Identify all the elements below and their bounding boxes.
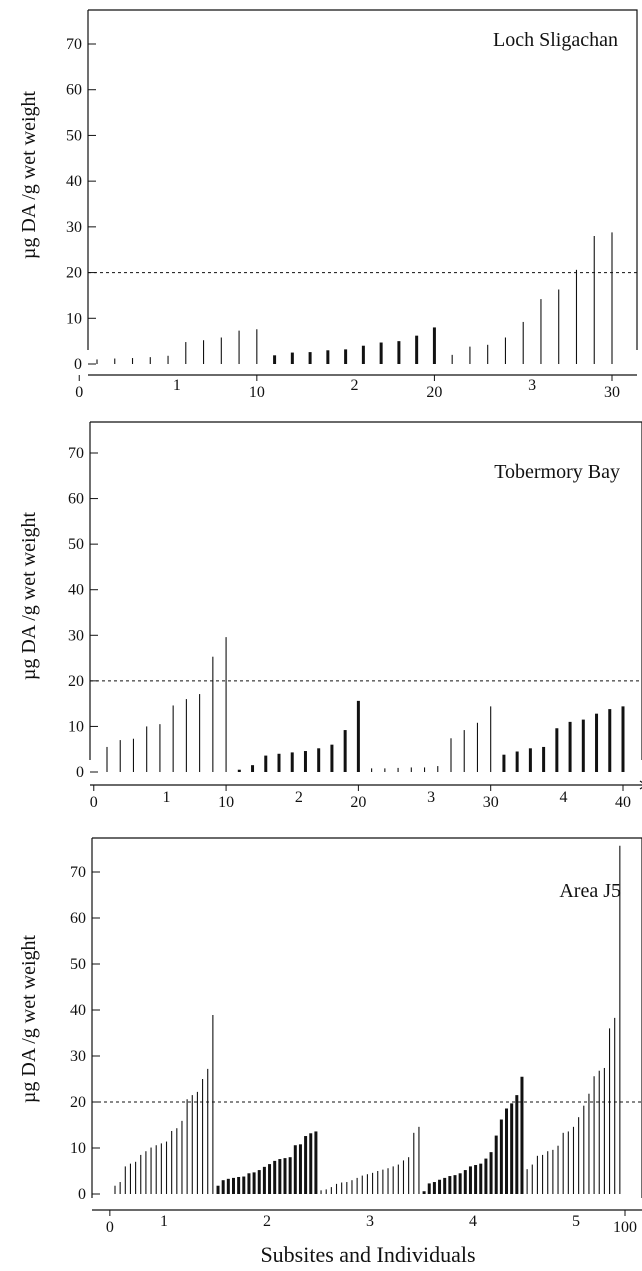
panel-area-j5: µg DA /g wet weight Area J5 010203040506… — [18, 837, 642, 1236]
y-axis: 0 10 20 30 40 50 60 70 0 100 1 2 3 4 5 — [70, 837, 642, 1236]
x-tick-label: 30 — [604, 384, 620, 401]
y-tick-label: 30 — [68, 627, 84, 644]
subsite-label: 1 — [163, 789, 171, 806]
subsite-label: 1 — [160, 1213, 168, 1230]
y-tick-label: 50 — [70, 956, 86, 973]
x-tick-label: 10 — [249, 384, 265, 401]
subsite-label: 2 — [263, 1213, 271, 1230]
y-axis-label: µg DA /g wet weight — [18, 90, 40, 259]
y-tick-label: 10 — [68, 718, 84, 735]
subsite-label: 5 — [572, 1213, 580, 1230]
subsite-label: 3 — [528, 377, 536, 394]
y-tick-label: 40 — [68, 582, 84, 599]
y-axis-label: µg DA /g wet weight — [18, 511, 40, 680]
y-tick-label: 10 — [70, 1140, 86, 1157]
x-tick-label: 0 — [90, 794, 98, 811]
x-tick-label: 20 — [426, 384, 442, 401]
bar-series — [106, 637, 625, 772]
y-tick-label: 50 — [66, 127, 82, 144]
x-tick-label: 0 — [106, 1219, 114, 1236]
y-tick-label: 60 — [70, 910, 86, 927]
y-tick-label: 0 — [74, 356, 82, 373]
y-tick-label: 0 — [76, 764, 84, 781]
y-tick-label: 70 — [70, 864, 86, 881]
x-tick-label: 40 — [615, 794, 631, 811]
panel-title: Loch Sligachan — [493, 29, 618, 51]
y-tick-label: 20 — [66, 265, 82, 282]
x-tick-label: 100 — [613, 1219, 637, 1236]
y-axis: 0 10 20 30 40 50 60 70 0 10 20 30 40 1 2 3 4 — [68, 421, 642, 811]
x-axis-label: Subsites and Individuals — [260, 1242, 475, 1267]
y-tick-label: 20 — [68, 673, 84, 690]
y-tick-label: 0 — [78, 1186, 86, 1203]
y-tick-label: 10 — [66, 310, 82, 327]
subsite-label: 4 — [469, 1213, 477, 1230]
x-tick-label: 20 — [350, 794, 366, 811]
y-tick-label: 60 — [66, 82, 82, 99]
y-axis: 0 10 20 30 40 50 60 70 0 10 20 30 1 2 3 — [66, 9, 638, 401]
subsite-label: 2 — [351, 377, 359, 394]
subsite-label: 2 — [295, 789, 303, 806]
bar-series — [114, 845, 621, 1194]
x-tick-label: 30 — [483, 794, 499, 811]
bar-series — [96, 232, 613, 364]
y-tick-label: 30 — [70, 1048, 86, 1065]
y-tick-label: 60 — [68, 491, 84, 508]
x-tick-label: 10 — [218, 794, 234, 811]
panel-tobermory-bay: µg DA /g wet weight Tobermory Bay 010203… — [18, 421, 642, 811]
x-tick-label: 0 — [75, 384, 83, 401]
y-tick-label: 40 — [70, 1002, 86, 1019]
panel-title: Area J5 — [559, 880, 621, 902]
y-tick-label: 70 — [68, 445, 84, 462]
subsite-label: 3 — [427, 789, 435, 806]
subsite-label: 4 — [559, 789, 567, 806]
y-tick-label: 50 — [68, 536, 84, 553]
panel-title: Tobermory Bay — [494, 461, 620, 483]
plot-frame — [92, 837, 642, 1198]
panel-loch-sligachan: µg DA /g wet weight Loch Sligachan 01020… — [18, 9, 638, 401]
y-tick-label: 40 — [66, 173, 82, 190]
y-tick-label: 70 — [66, 36, 82, 53]
subsite-label: 3 — [366, 1213, 374, 1230]
plot-frame — [90, 421, 642, 760]
y-tick-label: 30 — [66, 219, 82, 236]
y-tick-label: 20 — [70, 1094, 86, 1111]
plot-frame — [88, 9, 638, 350]
y-axis-label: µg DA /g wet weight — [18, 934, 40, 1103]
subsite-label: 1 — [173, 377, 181, 394]
